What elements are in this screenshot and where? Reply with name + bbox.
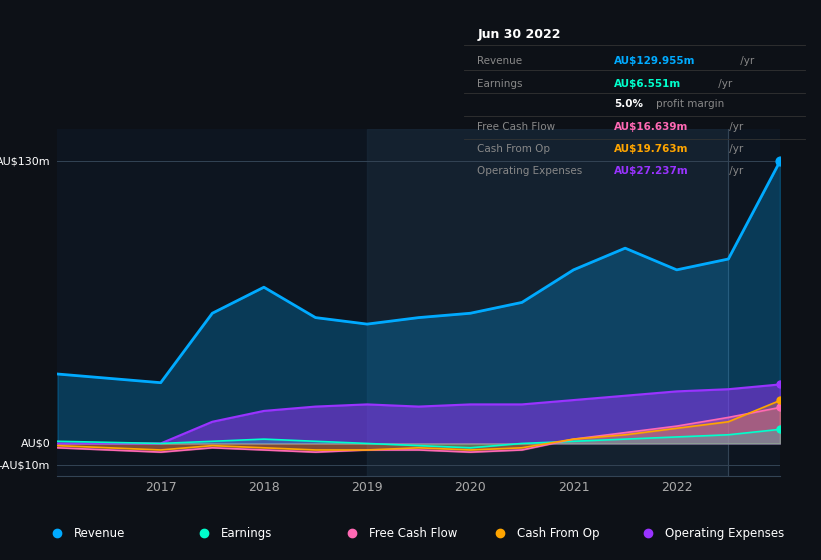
Text: Cash From Op: Cash From Op: [517, 527, 599, 540]
Text: AU$16.639m: AU$16.639m: [614, 122, 688, 132]
Text: Operating Expenses: Operating Expenses: [478, 166, 583, 176]
Text: profit margin: profit margin: [656, 100, 725, 109]
Text: AU$130m: AU$130m: [0, 156, 50, 166]
Point: [773, 380, 787, 389]
Text: AU$0: AU$0: [21, 438, 50, 449]
Text: AU$6.551m: AU$6.551m: [614, 79, 681, 88]
Point: [773, 425, 787, 434]
Point: [773, 157, 787, 166]
Text: Revenue: Revenue: [74, 527, 125, 540]
Text: -AU$10m: -AU$10m: [0, 460, 50, 470]
Text: /yr: /yr: [727, 122, 744, 132]
Text: /yr: /yr: [727, 166, 744, 176]
Text: 5.0%: 5.0%: [614, 100, 643, 109]
Text: /yr: /yr: [737, 57, 754, 67]
Text: Cash From Op: Cash From Op: [478, 144, 551, 154]
Text: Operating Expenses: Operating Expenses: [665, 527, 784, 540]
Point: [773, 396, 787, 405]
Text: Jun 30 2022: Jun 30 2022: [478, 29, 561, 41]
Text: Free Cash Flow: Free Cash Flow: [478, 122, 556, 132]
Text: Revenue: Revenue: [478, 57, 523, 67]
Text: Free Cash Flow: Free Cash Flow: [369, 527, 457, 540]
Bar: [367, 129, 728, 476]
Text: AU$19.763m: AU$19.763m: [614, 144, 688, 154]
Text: Earnings: Earnings: [478, 79, 523, 88]
Text: Earnings: Earnings: [222, 527, 273, 540]
Text: AU$129.955m: AU$129.955m: [614, 57, 695, 67]
Point: [773, 403, 787, 412]
Text: /yr: /yr: [727, 144, 744, 154]
Text: /yr: /yr: [715, 79, 732, 88]
Text: AU$27.237m: AU$27.237m: [614, 166, 689, 176]
